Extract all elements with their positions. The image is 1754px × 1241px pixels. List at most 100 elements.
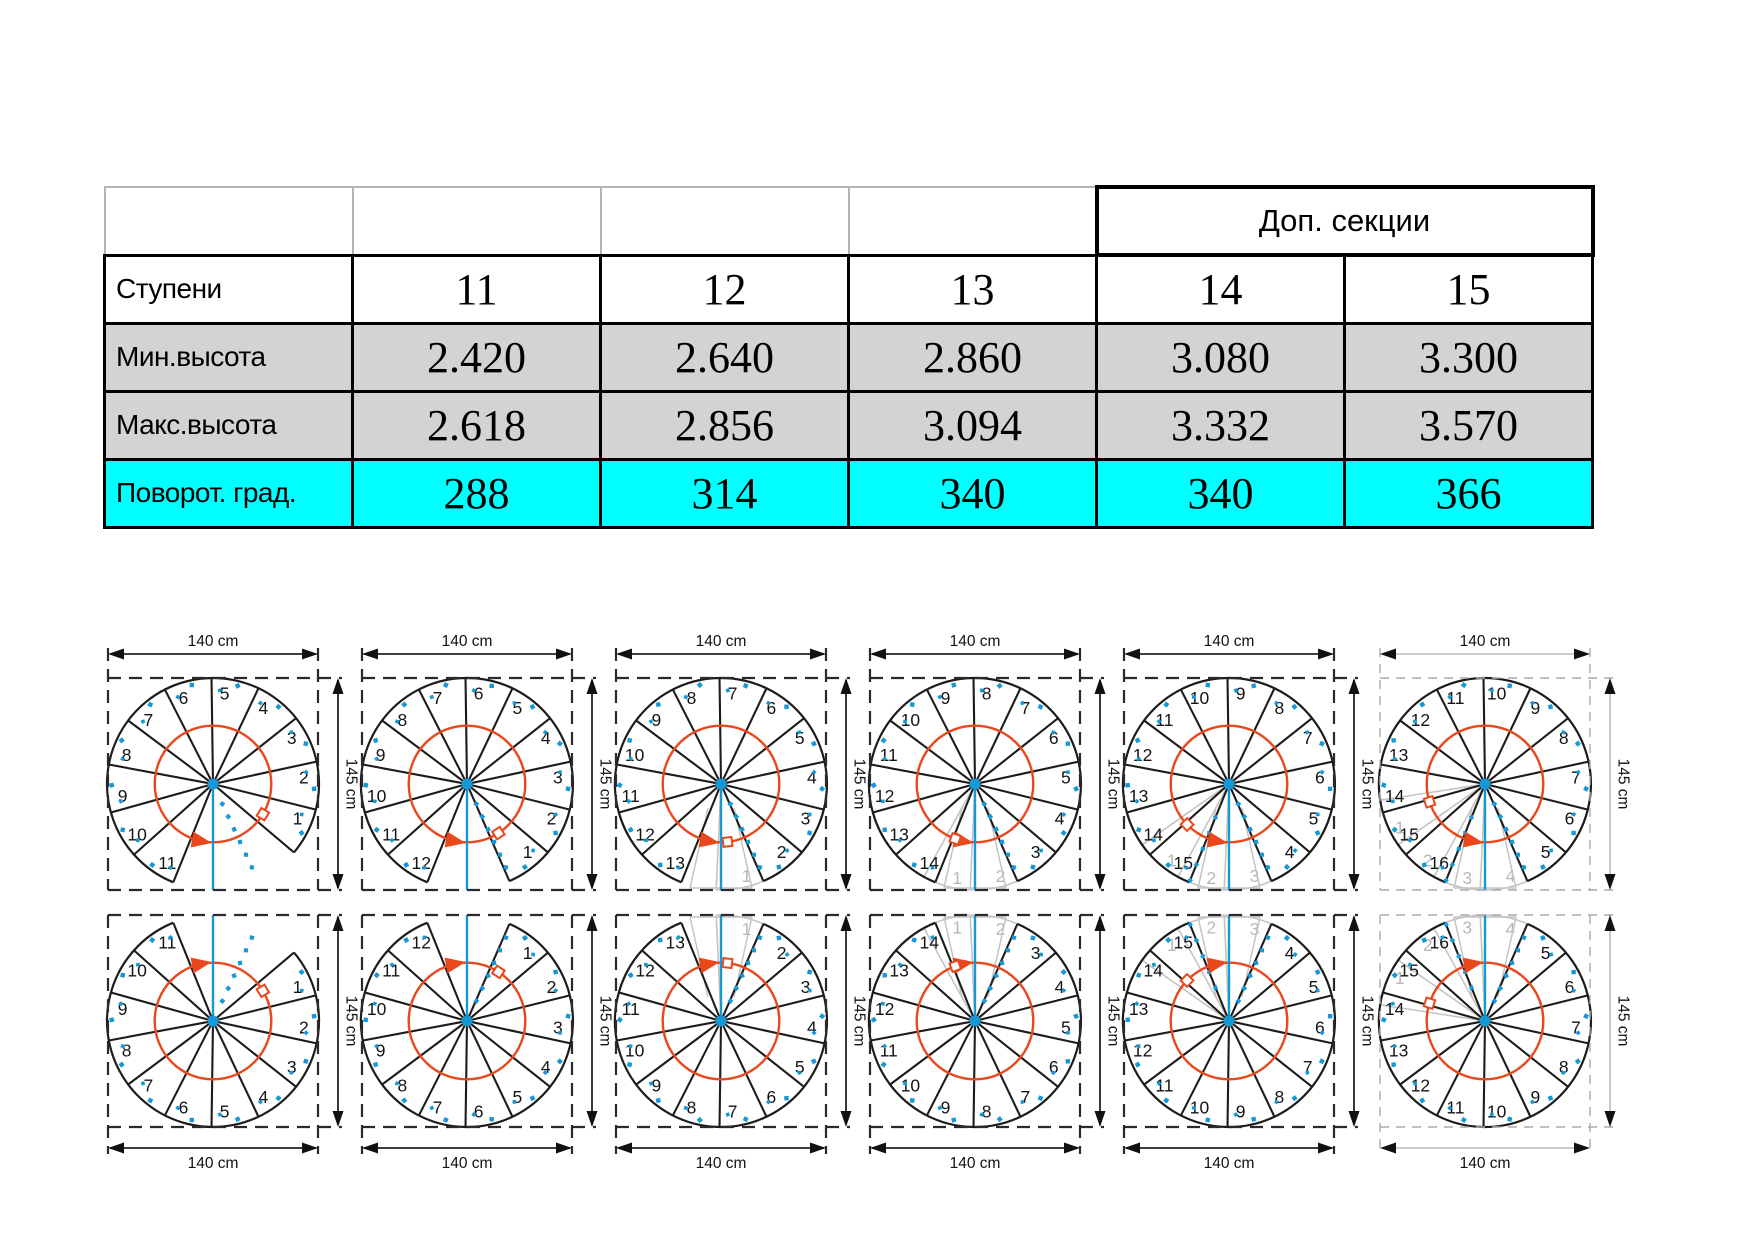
ghost-step-number: 3 — [1462, 917, 1472, 937]
tread-mark-dot — [429, 1105, 435, 1111]
tread-mark-dot — [363, 1017, 369, 1023]
tread-mark-dot — [243, 948, 249, 953]
tread-mark-dot — [1491, 998, 1498, 1005]
tread-mark-dot — [1050, 1070, 1056, 1076]
step-number: 16 — [1430, 853, 1449, 873]
tread-mark-dot — [897, 962, 903, 968]
step-number: 8 — [1274, 698, 1284, 718]
tread-mark-dot — [1073, 1013, 1080, 1020]
step-number: 7 — [433, 1097, 443, 1117]
height-dimension-label: 145 cm — [851, 759, 868, 810]
tread-mark-dot — [757, 864, 763, 871]
tread-mark-dot — [727, 998, 734, 1005]
step-number: 8 — [687, 1097, 697, 1117]
stair-outer-arc — [359, 676, 574, 884]
step-edge-line — [381, 1023, 464, 1086]
step-number: 9 — [1236, 1102, 1246, 1122]
row-label-max-height: Макс.высота — [103, 389, 354, 461]
tread-mark-dot — [175, 694, 181, 700]
tread-mark-dot — [109, 782, 115, 788]
step-edge-line — [978, 786, 1057, 854]
step-edge-line — [214, 687, 260, 780]
step-number: 3 — [553, 768, 563, 788]
tread-mark-dot — [473, 998, 480, 1005]
blank-cell — [599, 186, 850, 256]
step-number: 4 — [258, 1087, 268, 1107]
tread-mark-dot — [118, 1061, 125, 1068]
tread-mark-dot — [1213, 985, 1218, 991]
tread-mark-dot — [219, 998, 226, 1005]
start-marker-square — [255, 806, 271, 822]
tread-mark-dot — [981, 800, 988, 807]
steps-value: 12 — [599, 253, 850, 325]
tread-mark-dot — [1274, 1099, 1279, 1105]
tread-mark-dot — [1509, 960, 1515, 966]
tread-mark-dot — [1136, 1044, 1141, 1048]
center-post-dot — [715, 778, 727, 790]
step-edge-line — [381, 719, 464, 782]
center-post-dot — [969, 1015, 981, 1027]
tread-mark-dot — [1571, 812, 1577, 817]
step-edge-line — [979, 784, 1079, 811]
tread-mark-dot — [225, 813, 232, 820]
step-number: 14 — [1143, 961, 1163, 981]
step-number: 8 — [1559, 728, 1569, 748]
tread-mark-dot — [1259, 852, 1265, 857]
tread-mark-dot — [1200, 846, 1206, 852]
tread-mark-dot — [149, 861, 156, 869]
tread-mark-dot — [1392, 1043, 1398, 1049]
tread-mark-dot — [1065, 1030, 1071, 1035]
step-number: 8 — [122, 1040, 132, 1060]
tread-mark-dot — [1250, 683, 1257, 689]
tread-mark-dot — [299, 988, 304, 993]
step-edge-line — [468, 1025, 514, 1118]
step-edge-line — [216, 717, 297, 782]
step-edge-line — [1230, 1025, 1276, 1118]
tread-mark-dot — [303, 740, 309, 747]
step-edge-line — [725, 760, 825, 784]
step-edge-line — [976, 1025, 1022, 1118]
tread-mark-dot — [1319, 1030, 1325, 1036]
dimension-arrow — [1064, 648, 1080, 660]
tread-mark-dot — [1503, 826, 1509, 833]
width-dimension-label: 140 cm — [188, 1155, 239, 1172]
start-marker-square — [490, 964, 507, 980]
tread-mark-dot — [1291, 703, 1298, 710]
step-number: 15 — [1174, 853, 1193, 873]
step-number: 13 — [666, 932, 685, 952]
tread-mark-dot — [1037, 1095, 1044, 1102]
tread-mark-dot — [1135, 826, 1142, 833]
tread-mark-dot — [1583, 785, 1590, 792]
tread-mark-dot — [189, 682, 195, 688]
tread-mark-dot — [655, 1097, 661, 1104]
step-number: 3 — [1031, 842, 1041, 862]
tread-mark-dot — [1011, 934, 1017, 941]
tread-mark-dot — [553, 830, 559, 836]
step-edge-line — [718, 677, 722, 780]
step-edge-line — [464, 677, 468, 780]
step-number: 8 — [1274, 1087, 1284, 1107]
step-number: 14 — [1385, 786, 1405, 806]
turn-value: 340 — [847, 457, 1098, 529]
tread-mark-dot — [234, 1116, 241, 1123]
step-number: 6 — [766, 698, 776, 718]
height-dimension-label: 145 cm — [597, 759, 614, 810]
step-number: 12 — [635, 961, 654, 981]
ghost-step-line — [1397, 786, 1481, 846]
step-number: 7 — [144, 710, 154, 730]
exit-corridor-ghost — [689, 807, 709, 889]
tread-mark-dot — [299, 812, 304, 817]
step-number: 3 — [1031, 943, 1041, 963]
center-post-dot — [461, 1015, 473, 1027]
tread-mark-dot — [644, 838, 648, 843]
step-number: 6 — [1049, 728, 1059, 748]
step-number: 10 — [1487, 684, 1507, 704]
step-edge-line — [724, 786, 803, 854]
step-edge-line — [1232, 717, 1313, 782]
dimension-arrow — [616, 648, 632, 660]
tread-mark-dot — [999, 960, 1005, 966]
tread-mark-dot — [1571, 830, 1576, 836]
tread-mark-dot — [1547, 1095, 1554, 1101]
step-number: 7 — [1020, 1087, 1030, 1107]
